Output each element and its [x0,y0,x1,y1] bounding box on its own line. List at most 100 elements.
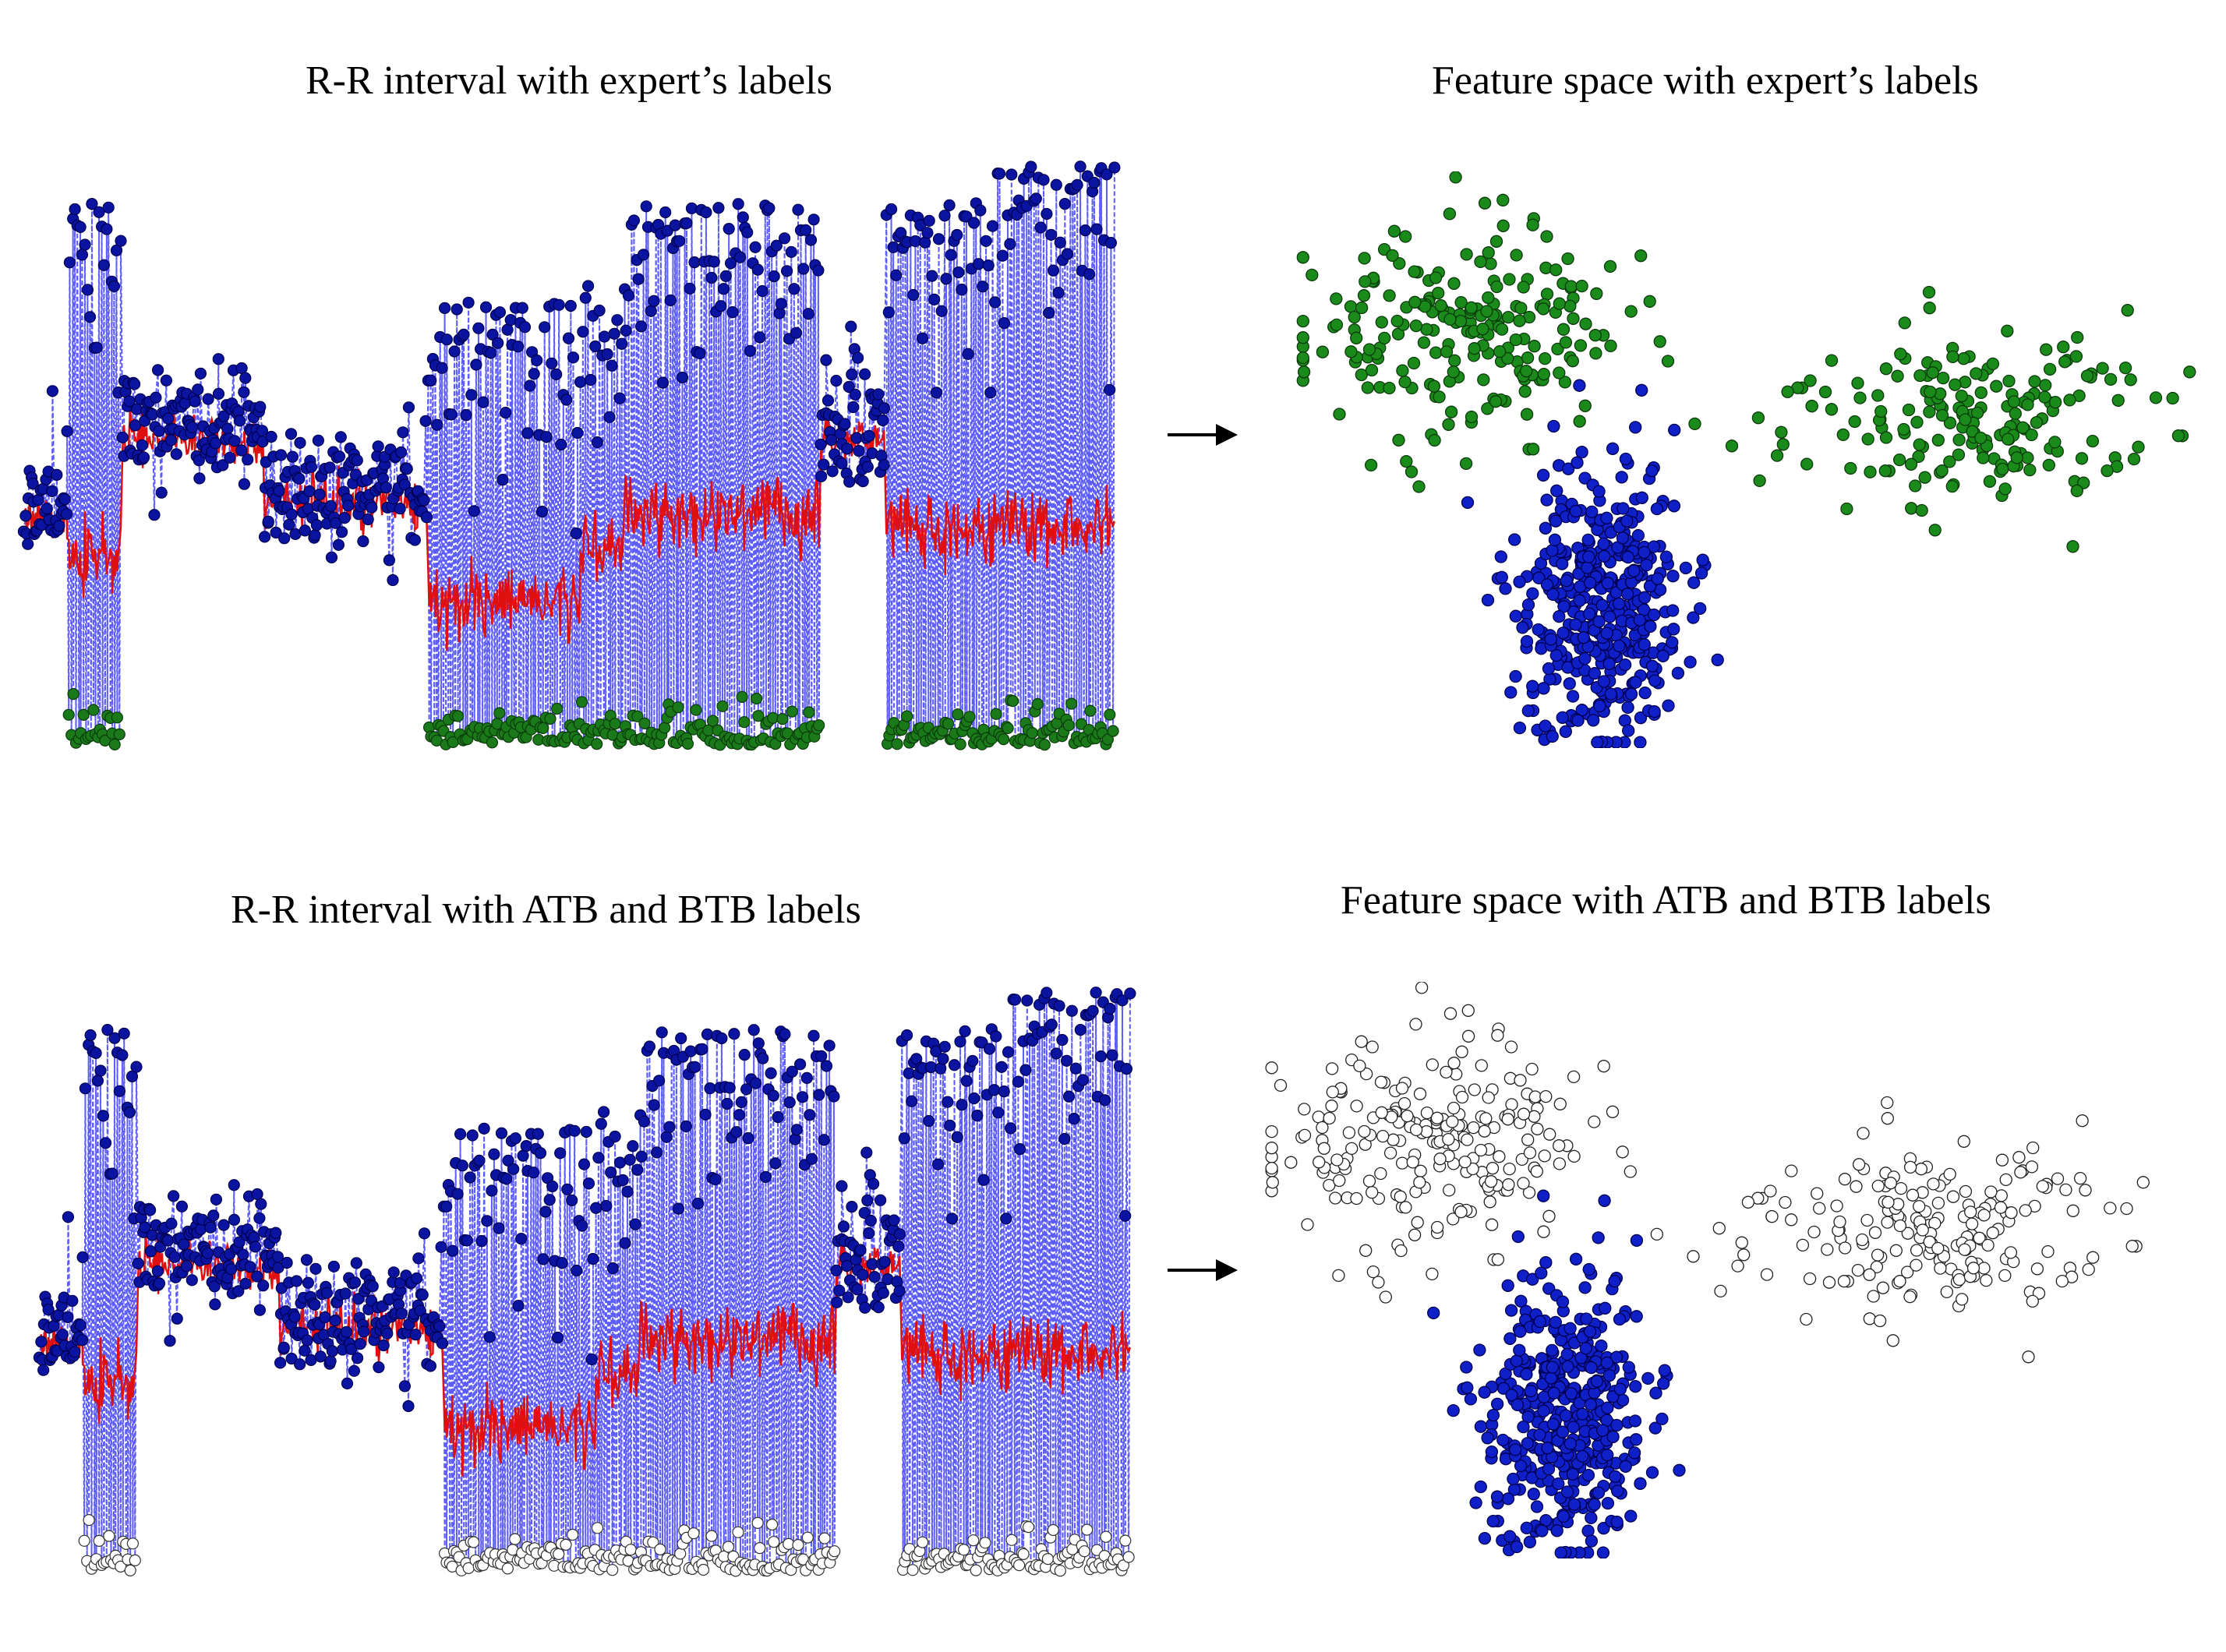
normal-beat-point [485,347,497,359]
normal-beat-point [232,1285,245,1297]
normal-beat-point [826,465,839,478]
normal-beat-point [101,1023,114,1036]
normal-beat-point [859,1301,871,1314]
normal-beat-point [517,1149,529,1162]
labeled-beat-point [776,712,789,725]
normal-beat-point [433,1320,446,1333]
labeled-cluster-point [1661,355,1675,368]
normal-beat-point [704,1082,716,1095]
normal-beat-point [478,1122,490,1135]
labeled-cluster-point [1785,1164,1798,1177]
normal-beat-point [305,461,317,473]
normal-beat-point [744,344,757,357]
normal-beat-point [1069,1062,1082,1075]
normal-cluster-point [1537,1189,1550,1202]
normal-beat-point [207,1209,220,1222]
labeled-cluster-point [1411,1216,1424,1229]
normal-beat-point [669,219,681,231]
labeled-cluster-point [1916,1223,1929,1237]
normal-cluster-point [1510,1398,1525,1412]
normal-beat-point [962,348,974,360]
normal-beat-point [334,431,347,443]
normal-beat-point [951,228,963,242]
normal-cluster-point [1644,620,1657,633]
normal-cluster-point [1629,676,1642,689]
labeled-cluster-point [1616,1145,1629,1159]
normal-beat-point [543,1194,556,1206]
normal-cluster-point [1627,564,1641,577]
labeled-cluster-point [1914,1163,1928,1176]
normal-beat-point [637,249,650,261]
labeled-cluster-point [1943,455,1956,468]
normal-cluster-point [1504,686,1518,699]
labeled-cluster-point [1317,1142,1330,1155]
normal-beat-point [186,421,199,433]
normal-beat-point [465,389,478,401]
labeled-cluster-point [2007,395,2021,408]
labeled-beat-point [62,708,75,721]
labeled-cluster-point [2039,379,2052,392]
labeled-cluster-point [1966,1262,1980,1275]
labeled-cluster-point [1442,418,1455,431]
labeled-cluster-point [1449,171,1462,184]
normal-beat-point [91,1075,104,1087]
normal-cluster-point [1550,1524,1564,1537]
labeled-cluster-point [1390,314,1404,328]
labeled-cluster-point [1383,289,1396,302]
normal-beat-point [828,1090,840,1103]
labeled-cluster-point [1910,1258,1923,1272]
labeled-cluster-point [1934,1262,1947,1275]
labeled-beat-point [647,1536,659,1548]
normal-cluster-point [1474,1480,1487,1494]
labeled-cluster-point [2101,464,2114,478]
normal-beat-point [438,302,451,314]
normal-beat-point [97,1110,110,1122]
normal-beat-point [192,383,204,396]
normal-beat-point [253,1304,266,1316]
normal-beat-point [567,351,580,364]
normal-beat-point [877,1287,889,1299]
normal-cluster-point [1474,1420,1488,1433]
labeled-beat-point [681,737,694,750]
labeled-cluster-point [1323,1111,1336,1125]
normal-beat-point [324,1355,337,1368]
labeled-beat-point [659,722,671,734]
normal-beat-point [348,1276,362,1289]
labeled-cluster-point [1298,1103,1311,1116]
normal-beat-point [546,357,558,369]
normal-beat-point [152,364,164,376]
normal-cluster-point [1526,1273,1539,1286]
normal-cluster-point [1610,1516,1624,1529]
labeled-cluster-point [1779,1195,1792,1209]
normal-beat-point [846,368,858,381]
normal-beat-point [524,379,536,392]
normal-beat-point [42,1304,55,1316]
labeled-beat-point [705,1530,718,1542]
labeled-cluster-point [1910,415,1924,429]
labeled-cluster-point [1825,354,1839,367]
normal-cluster-point [1573,594,1586,607]
normal-beat-point [715,300,727,312]
labeled-cluster-point [1653,335,1666,348]
normal-cluster-point [1643,580,1657,593]
normal-cluster-point [1513,1343,1526,1357]
normal-cluster-point [1563,677,1576,690]
labeled-beat-point [997,732,1010,746]
normal-beat-point [1076,1074,1090,1086]
labeled-cluster-point [1461,1133,1474,1146]
labeled-cluster-point [1478,196,1492,210]
labeled-cluster-point [1330,292,1343,305]
labeled-cluster-point [1650,1227,1663,1241]
labeled-cluster-point [1298,1128,1312,1142]
labeled-cluster-point [1503,273,1516,286]
labeled-beat-point [631,710,644,722]
labeled-cluster-point [2016,421,2030,434]
normal-beat-point [1116,994,1129,1007]
labeled-cluster-point [1977,1262,1991,1275]
normal-beat-point [728,1028,740,1040]
normal-beat-point [820,1060,833,1072]
normal-cluster-point [1635,491,1648,504]
normal-cluster-point [1523,1535,1537,1548]
labeled-cluster-point [2051,1172,2065,1185]
normal-beat-point [454,1128,467,1140]
